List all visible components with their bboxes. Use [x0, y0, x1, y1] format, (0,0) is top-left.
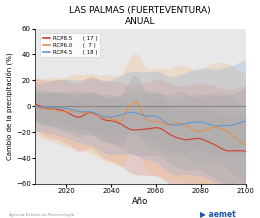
Text: ▶ aemet: ▶ aemet	[200, 210, 236, 218]
X-axis label: Año: Año	[132, 197, 148, 206]
Title: LAS PALMAS (FUERTEVENTURA)
ANUAL: LAS PALMAS (FUERTEVENTURA) ANUAL	[69, 5, 211, 26]
Y-axis label: Cambio de la precipitación (%): Cambio de la precipitación (%)	[5, 52, 13, 160]
Text: Agencia Estatal de Meteorología: Agencia Estatal de Meteorología	[8, 213, 74, 217]
Legend: RCP8.5      ( 17 ), RCP6.0      (  7 ), RCP4.5      ( 18 ): RCP8.5 ( 17 ), RCP6.0 ( 7 ), RCP4.5 ( 18…	[40, 33, 100, 57]
